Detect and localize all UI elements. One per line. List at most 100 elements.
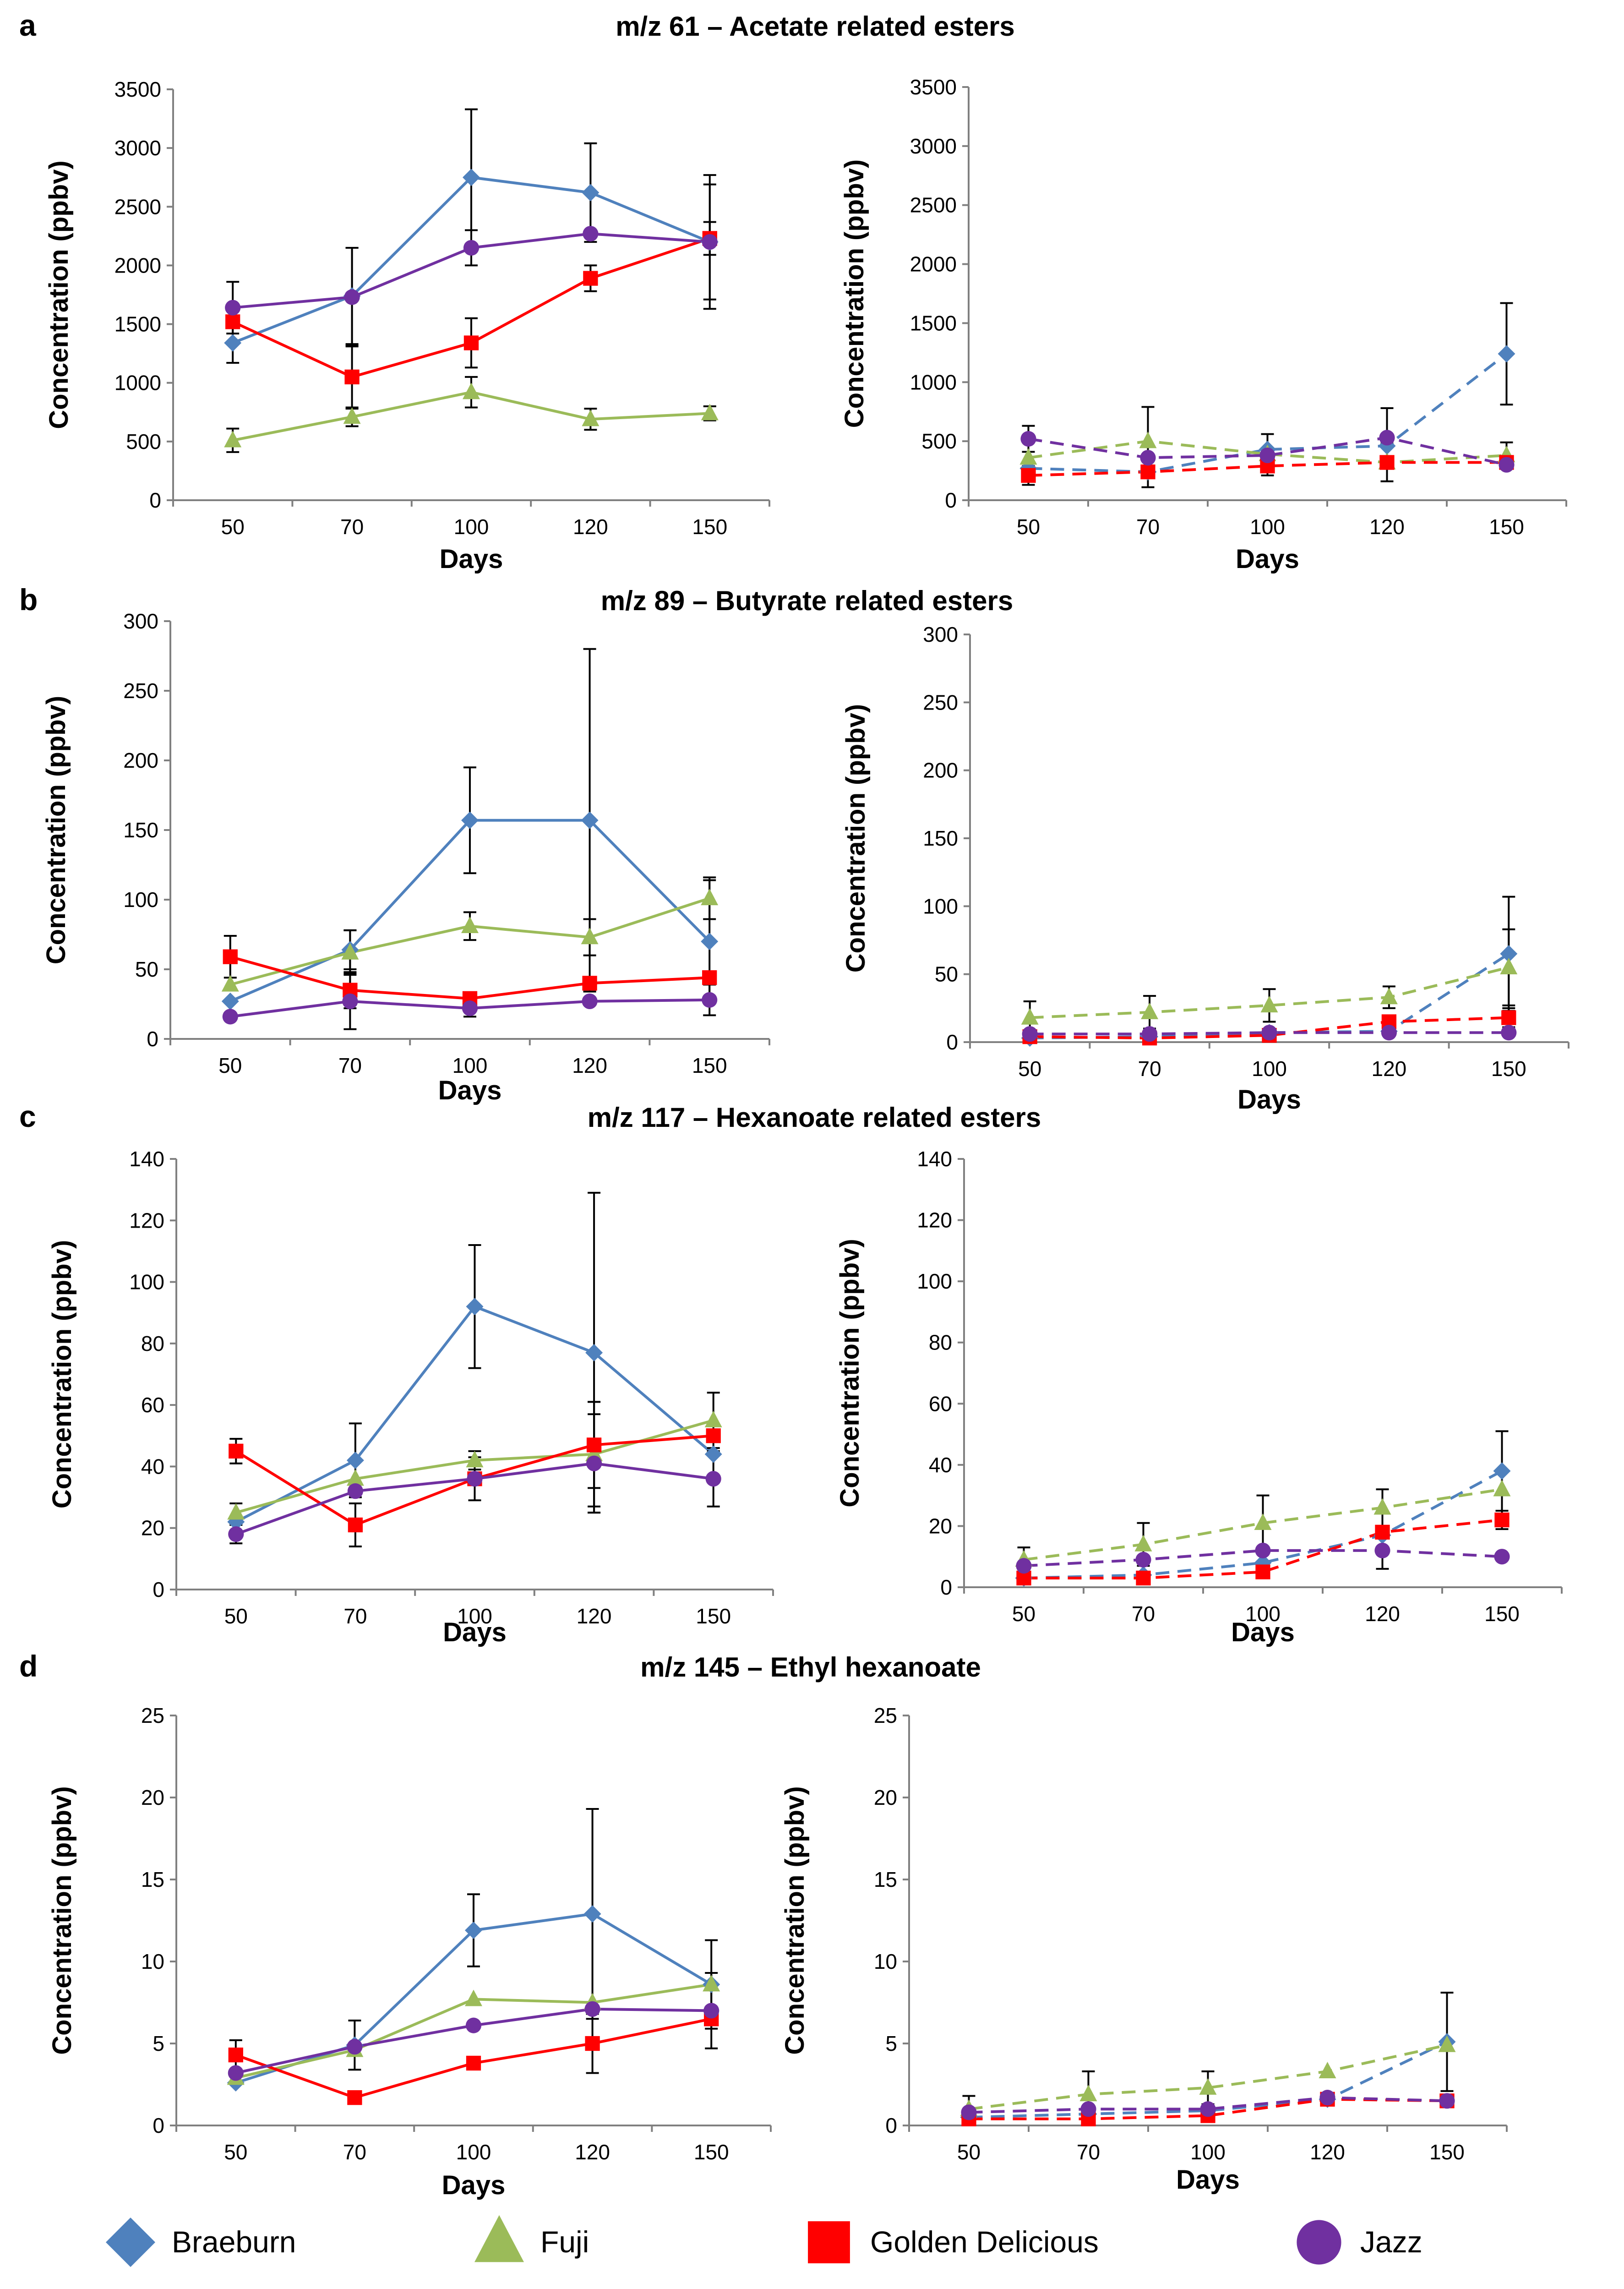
point-jazz [1135,1551,1151,1568]
point-fuji [224,431,242,448]
point-braeburn [581,811,599,829]
point-fuji [227,1503,245,1520]
series-line-golden-delicious [1030,1016,1509,1040]
x-tick-label: 100 [1190,2140,1226,2164]
point-jazz [1016,1558,1032,1574]
y-tick-label: 500 [921,429,957,453]
panel-letter: c [19,1099,36,1133]
legend-label: Golden Delicious [870,2225,1099,2259]
y-tick-label: 15 [874,1868,897,1891]
point-jazz [222,1009,238,1025]
x-axis-title: Days [443,1617,507,1647]
chart-b-right: 0 50 100 150 200 250 300 50 70 100 120 150 Days Conce… [841,623,1570,1114]
point-golden-delicious [228,2047,243,2063]
x-tick-label: 120 [1365,1602,1400,1626]
point-jazz [1255,1542,1271,1558]
x-tick-label: 150 [694,2140,729,2164]
point-fuji [703,1975,720,1992]
y-tick-label: 2000 [910,252,957,276]
y-tick-label: 100 [123,888,158,912]
point-braeburn [221,992,239,1010]
x-tick-label: 150 [692,1054,727,1077]
x-tick-label: 70 [338,1054,362,1077]
y-tick-label: 2000 [114,253,161,277]
y-tick-label: 1500 [910,311,957,335]
legend-marker-square-icon [808,2221,850,2263]
point-jazz [347,1483,364,1499]
point-golden-delicious [1379,455,1395,470]
y-tick-label: 40 [141,1454,164,1478]
point-fuji [1380,988,1398,1005]
series-line-jazz [1024,1549,1502,1568]
x-axis-title: Days [440,544,503,574]
y-tick-label: 3000 [910,134,957,158]
y-axis-title: Concentration (ppbv) [835,1239,865,1507]
x-axis-title: Days [1176,2165,1240,2195]
point-golden-delicious [1136,1570,1151,1586]
y-tick-label: 200 [923,759,958,782]
panel-title: m/z 117 – Hexanoate related esters [588,1102,1041,1133]
point-golden-delicious [463,335,479,350]
point-jazz [583,226,599,242]
point-golden-delicious [1021,468,1036,483]
point-jazz [344,289,360,305]
point-jazz [347,2039,363,2055]
x-tick-label: 150 [1484,1602,1520,1626]
point-jazz [1022,1026,1038,1042]
panel-title: m/z 145 – Ethyl hexanoate [640,1652,981,1683]
point-braeburn [465,1921,482,1939]
point-jazz [1499,457,1515,473]
y-tick-label: 3500 [114,77,161,101]
point-braeburn [463,169,480,186]
point-jazz [225,300,241,316]
point-golden-delicious [585,2036,600,2051]
y-axis-title: Concentration (ppbv) [841,704,871,972]
point-fuji [1139,432,1157,448]
point-fuji [1254,1513,1272,1530]
point-fuji [1141,1002,1159,1019]
series-line-fuji [969,2043,1448,2111]
x-tick-label: 50 [1018,1057,1041,1081]
series-line-golden-delicious [1024,1519,1502,1579]
point-jazz [584,2001,600,2017]
point-braeburn [224,334,242,352]
x-tick-label: 70 [1132,1602,1155,1626]
x-tick-label: 100 [454,515,489,539]
legend-marker-diamond-icon [106,2218,155,2267]
y-tick-label: 0 [147,1027,158,1051]
y-axis-title: Concentration (ppbv) [47,1240,77,1508]
point-jazz [586,1455,602,1471]
x-tick-label: 70 [1077,2140,1100,2164]
x-tick-label: 50 [218,1054,242,1077]
series-line-braeburn [969,2040,1448,2119]
chart-c-left: 0 20 40 60 80 100 120 140 50 70 100 120 150 Days Conce… [47,1147,774,1647]
panel-title: m/z 61 – Acetate related esters [616,11,1015,42]
point-jazz [1142,1026,1158,1042]
point-fuji [582,410,599,426]
y-axis-title: Concentration (ppbv) [839,159,869,428]
y-tick-label: 1500 [114,312,161,336]
x-axis-title: Days [1231,1617,1295,1647]
point-fuji [1438,2035,1456,2052]
point-jazz [702,992,718,1008]
point-braeburn [582,184,599,202]
point-braeburn [461,811,479,829]
x-tick-label: 120 [1310,2140,1345,2164]
point-fuji [461,916,479,933]
x-tick-label: 100 [1245,1602,1281,1626]
y-tick-label: 0 [940,1575,952,1599]
point-fuji [1500,957,1518,975]
panel-title: m/z 89 – Butyrate related esters [601,585,1013,616]
point-fuji [1019,448,1037,465]
y-axis-title: Concentration (ppbv) [44,160,74,429]
point-braeburn [1493,1462,1511,1480]
y-tick-label: 0 [153,2114,164,2137]
y-tick-label: 250 [123,679,158,703]
y-tick-label: 50 [935,962,958,986]
point-jazz [467,1471,483,1487]
x-tick-label: 150 [692,515,727,539]
y-tick-label: 25 [141,1704,164,1727]
legend-item-golden-delicious: Golden Delicious [808,2221,1099,2263]
y-tick-label: 3000 [114,136,161,160]
legend-marker-circle-icon [1297,2220,1341,2265]
